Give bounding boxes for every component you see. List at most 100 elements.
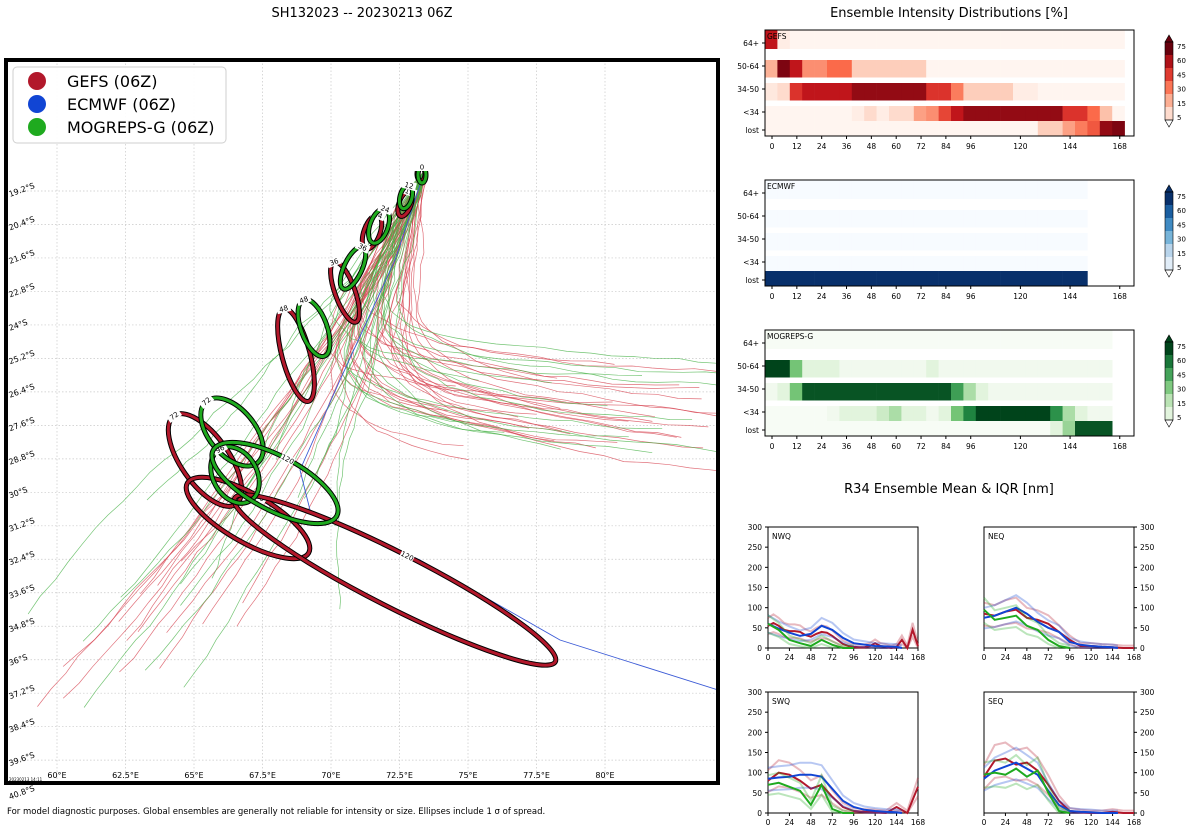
heatmap-cell bbox=[1087, 360, 1101, 378]
heatmap-cell bbox=[901, 421, 915, 436]
heatmap-cell bbox=[1099, 60, 1113, 78]
mogreps-g-heatmap: MOGREPS-G 64+ 50-64 34-50 <34 lost 0 12 24 36 48 60… bbox=[737, 329, 1186, 451]
heatmap-cell bbox=[827, 383, 840, 401]
r34-panel-seq: SEQ 0 50 100 150 200 250 300 0 24 48 72 96 120 144 168 bbox=[982, 688, 1155, 827]
heatmap-row-label: 50-64 bbox=[737, 362, 759, 371]
heatmap-cell bbox=[864, 271, 877, 286]
heatmap-cell bbox=[777, 60, 791, 78]
heatmap-cell bbox=[1025, 271, 1039, 286]
r34-y-label: 300 bbox=[1140, 523, 1155, 532]
ensemble-track bbox=[242, 169, 426, 604]
ensemble-tracks bbox=[27, 169, 718, 708]
heatmap-cell bbox=[876, 406, 890, 421]
r34-iqr-upper bbox=[767, 614, 854, 647]
heatmap-x-label: 168 bbox=[1113, 442, 1128, 451]
heatmap-cell bbox=[1000, 383, 1014, 401]
ellipse-label-bg bbox=[399, 549, 416, 563]
heatmap-cell bbox=[827, 121, 840, 136]
heatmap-cell bbox=[814, 60, 828, 78]
colorbar-bottom-arrow bbox=[1164, 419, 1174, 428]
heatmap-cell bbox=[963, 106, 977, 121]
heatmap-x-label: 36 bbox=[842, 442, 852, 451]
colorbar-swatch bbox=[1165, 192, 1173, 205]
r34-x-label: 48 bbox=[806, 818, 816, 827]
colorbar-tick-label: 75 bbox=[1177, 193, 1186, 201]
heatmap-cell bbox=[814, 121, 828, 136]
heatmap-cell bbox=[938, 30, 952, 49]
heatmap-cell bbox=[926, 383, 939, 401]
heatmap-cell bbox=[1062, 60, 1076, 78]
r34-iqr-upper bbox=[983, 741, 1134, 812]
heatmap-cell bbox=[1112, 106, 1125, 121]
heatmap-cell bbox=[951, 383, 964, 401]
colorbar-bottom-arrow bbox=[1164, 119, 1174, 128]
colorbar-tick-label: 30 bbox=[1177, 86, 1186, 94]
heatmap-cell bbox=[988, 360, 1001, 378]
heatmap-cell bbox=[889, 330, 902, 349]
heatmap-x-label: 36 bbox=[842, 142, 852, 151]
heatmap-cell bbox=[889, 60, 902, 78]
lon-label: 62.5°E bbox=[112, 771, 139, 780]
r34-y-label: 0 bbox=[1140, 644, 1145, 653]
heatmap-cell bbox=[975, 360, 989, 378]
heatmap-cell bbox=[913, 383, 927, 401]
ensemble-track bbox=[401, 169, 718, 472]
heatmap-cell bbox=[988, 83, 1001, 101]
heatmap-cell bbox=[851, 60, 865, 78]
r34-y-label: 200 bbox=[748, 728, 763, 737]
ensemble-track bbox=[180, 169, 426, 585]
ensemble-track bbox=[383, 169, 718, 364]
colorbar: 75 60 45 30 15 5 bbox=[1164, 34, 1186, 128]
creation-stamp: 20230213 14:11 bbox=[9, 777, 43, 782]
heatmap-cell bbox=[802, 271, 815, 286]
r34-y-label: 250 bbox=[748, 543, 763, 552]
colorbar-swatch bbox=[1165, 407, 1173, 420]
heatmap-cell bbox=[988, 180, 1001, 199]
heatmap-cell bbox=[827, 271, 840, 286]
heatmap-cell bbox=[1037, 233, 1051, 251]
heatmap-cell bbox=[777, 30, 791, 49]
colorbar-frame bbox=[1164, 41, 1174, 121]
heatmap-row-label: 64+ bbox=[743, 189, 759, 198]
heatmap-cell bbox=[913, 406, 927, 421]
heatmap-cell bbox=[975, 180, 989, 199]
heatmap-cell bbox=[913, 233, 927, 251]
heatmap-cell bbox=[876, 60, 890, 78]
heatmap-cell bbox=[839, 421, 853, 436]
heatmap-cell bbox=[1050, 406, 1063, 421]
heatmap-cell bbox=[938, 233, 952, 251]
ensemble-track bbox=[396, 169, 718, 386]
r34-y-label: 0 bbox=[1140, 809, 1145, 818]
heatmap-x-label: 72 bbox=[916, 142, 926, 151]
heatmap-x-label: 84 bbox=[941, 292, 951, 301]
heatmap-cell bbox=[913, 421, 927, 436]
heatmap-cell bbox=[1099, 330, 1113, 349]
legend-label: GEFS (06Z) bbox=[67, 72, 157, 91]
heatmap-cell bbox=[901, 360, 915, 378]
colorbar-swatch bbox=[1165, 342, 1173, 355]
heatmap-cell bbox=[1050, 256, 1063, 271]
colorbar-swatch bbox=[1165, 81, 1173, 94]
r34-x-label: 144 bbox=[1105, 818, 1120, 827]
ensemble-track bbox=[388, 169, 608, 407]
ellipse-label-bg bbox=[295, 293, 312, 306]
colorbar-swatch bbox=[1165, 55, 1173, 68]
r34-mean-line bbox=[767, 622, 903, 649]
colorbar-tick-label: 45 bbox=[1177, 71, 1186, 79]
heatmap-cell bbox=[988, 406, 1001, 421]
colorbar: 75 60 45 30 15 5 bbox=[1164, 334, 1186, 428]
heatmap-x-label: 24 bbox=[817, 292, 827, 301]
legend-marker bbox=[28, 72, 46, 90]
heatmap-cell bbox=[765, 421, 778, 436]
heatmap-cell bbox=[789, 271, 803, 286]
r34-y-label: 250 bbox=[1140, 543, 1155, 552]
r34-y-label: 50 bbox=[1140, 624, 1150, 633]
ensemble-track bbox=[383, 169, 718, 374]
heatmap-x-label: 60 bbox=[891, 442, 901, 451]
heatmap-cell bbox=[1000, 421, 1014, 436]
r34-y-label: 50 bbox=[752, 624, 762, 633]
r34-x-label: 0 bbox=[766, 818, 771, 827]
heatmap-cell bbox=[827, 106, 840, 121]
heatmap-cell bbox=[1112, 60, 1125, 78]
heatmap-cell bbox=[851, 271, 865, 286]
